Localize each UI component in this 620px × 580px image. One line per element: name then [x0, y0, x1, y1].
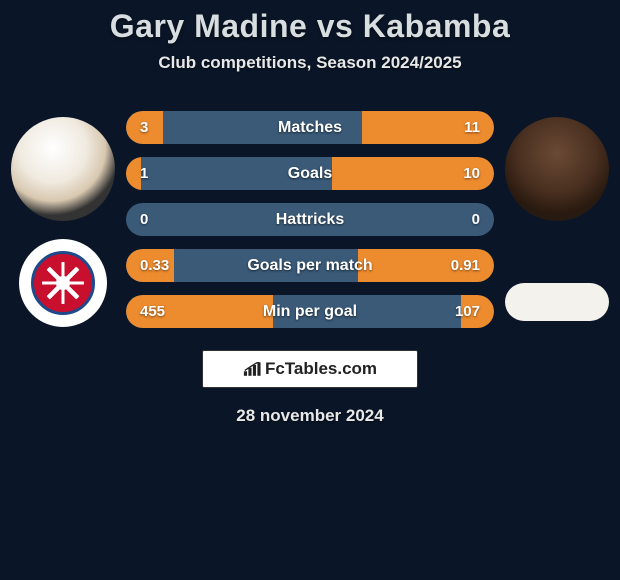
left-player-photo — [11, 117, 115, 221]
stat-label: Matches — [126, 119, 494, 137]
stats-column: 3Matches11 1Goals10 0Hattricks0 0.33Goals p… — [118, 111, 502, 328]
stat-row: 3Matches11 — [126, 111, 494, 144]
subtitle: Club competitions, Season 2024/2025 — [0, 53, 620, 73]
stat-row: 1Goals10 — [126, 157, 494, 190]
stat-label: Min per goal — [126, 303, 494, 321]
comparison-card: Gary Madine vs Kabamba Club competitions… — [0, 0, 620, 580]
stat-label: Goals — [126, 165, 494, 183]
left-club-badge — [19, 239, 107, 327]
date: 28 november 2024 — [0, 406, 620, 426]
watermark-text: FcTables.com — [265, 359, 377, 379]
stat-value-right: 0 — [458, 203, 494, 236]
stat-value-right: 11 — [450, 111, 494, 144]
stat-row: 0Hattricks0 — [126, 203, 494, 236]
right-club-badge — [505, 283, 609, 321]
stat-value-right: 107 — [441, 295, 494, 328]
left-player-column — [8, 111, 118, 327]
right-player-column — [502, 111, 612, 321]
bar-chart-icon — [243, 362, 261, 377]
watermark: FcTables.com — [202, 350, 418, 388]
stat-row: 0.33Goals per match0.91 — [126, 249, 494, 282]
right-player-photo — [505, 117, 609, 221]
page-title: Gary Madine vs Kabamba — [0, 8, 620, 45]
content-row: 3Matches11 1Goals10 0Hattricks0 0.33Goals p… — [0, 111, 620, 328]
stat-value-right: 0.91 — [437, 249, 494, 282]
stat-value-right: 10 — [449, 157, 494, 190]
stat-row: 455Min per goal107 — [126, 295, 494, 328]
stat-label: Hattricks — [126, 211, 494, 229]
